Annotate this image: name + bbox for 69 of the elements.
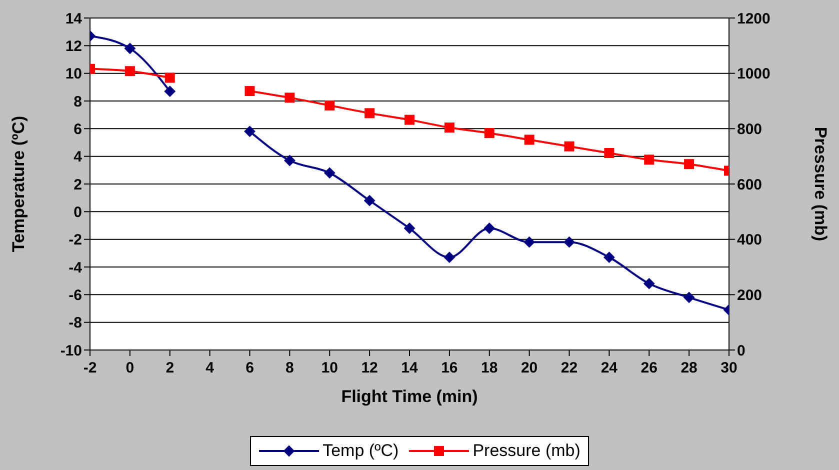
point bbox=[444, 252, 455, 263]
point bbox=[404, 114, 414, 125]
y-tick-label: 4 bbox=[74, 148, 83, 166]
point bbox=[444, 122, 454, 133]
x-tick-label: 10 bbox=[321, 360, 338, 377]
point bbox=[644, 154, 654, 165]
x-tick-label: 22 bbox=[560, 360, 578, 377]
point bbox=[284, 154, 296, 166]
point bbox=[564, 141, 574, 152]
y-tick-label: 12 bbox=[65, 38, 82, 55]
point bbox=[124, 42, 136, 54]
point bbox=[644, 278, 655, 290]
x-tick-label: 0 bbox=[126, 360, 134, 377]
y-tick-label: -2 bbox=[68, 232, 82, 249]
y-tick-label: -4 bbox=[68, 259, 83, 276]
point bbox=[124, 66, 135, 76]
y-tick-label: 2 bbox=[74, 176, 82, 194]
x-tick-label: 24 bbox=[600, 360, 618, 377]
y2-tick-label: 1000 bbox=[737, 66, 770, 83]
x-tick-label: 2 bbox=[166, 360, 174, 377]
point bbox=[524, 134, 534, 145]
point bbox=[364, 108, 375, 118]
y-tick-label: -8 bbox=[68, 314, 82, 332]
y-tick-label: 6 bbox=[74, 120, 82, 138]
point bbox=[604, 148, 614, 158]
x-tick-label: 4 bbox=[206, 360, 215, 377]
point bbox=[484, 222, 495, 234]
y-tick-label: 10 bbox=[65, 66, 82, 83]
point bbox=[684, 292, 695, 303]
point bbox=[364, 195, 376, 206]
point bbox=[324, 167, 336, 178]
legend-label: Pressure (mb) bbox=[472, 441, 580, 461]
x-tick-label: 18 bbox=[481, 360, 498, 377]
point bbox=[684, 159, 694, 170]
y2-tick-label: 400 bbox=[737, 232, 762, 249]
y-tick-label: 0 bbox=[74, 204, 82, 221]
y-tick-label: 14 bbox=[65, 10, 83, 28]
point bbox=[524, 236, 535, 248]
x-tick-label: 8 bbox=[286, 360, 294, 377]
y-tick-label: 8 bbox=[74, 93, 82, 110]
point bbox=[164, 72, 175, 83]
y2-axis-title: Pressure (mb) bbox=[810, 126, 830, 242]
y-axis-title: Temperature (ºC) bbox=[9, 116, 28, 252]
x-tick-label: 28 bbox=[680, 360, 698, 377]
point bbox=[324, 100, 335, 110]
y2-tick-label: 200 bbox=[737, 286, 762, 304]
point bbox=[564, 236, 575, 248]
y-tick-label: -10 bbox=[60, 342, 82, 360]
point bbox=[284, 92, 295, 103]
x-tick-label: 14 bbox=[401, 360, 418, 377]
point bbox=[604, 252, 615, 263]
x-tick-label: 30 bbox=[720, 360, 738, 377]
y-tick-label: -6 bbox=[68, 286, 82, 304]
point bbox=[244, 86, 255, 96]
x-tick-label: 12 bbox=[361, 360, 378, 377]
x-tick-label: 20 bbox=[520, 360, 538, 377]
y2-tick-label: 1200 bbox=[737, 10, 770, 28]
point bbox=[244, 126, 256, 137]
x-tick-label: 6 bbox=[246, 360, 254, 377]
x-tick-label: 26 bbox=[640, 360, 658, 377]
point bbox=[164, 86, 176, 97]
x-axis-title: Flight Time (min) bbox=[341, 387, 478, 406]
legend-label: Temp (ºC) bbox=[322, 441, 399, 461]
x-tick-label: 16 bbox=[441, 360, 458, 377]
y2-tick-label: 600 bbox=[737, 176, 762, 194]
point bbox=[404, 222, 415, 234]
y2-tick-label: 800 bbox=[737, 120, 762, 138]
point bbox=[484, 128, 494, 138]
y2-tick-label: 0 bbox=[737, 342, 746, 360]
